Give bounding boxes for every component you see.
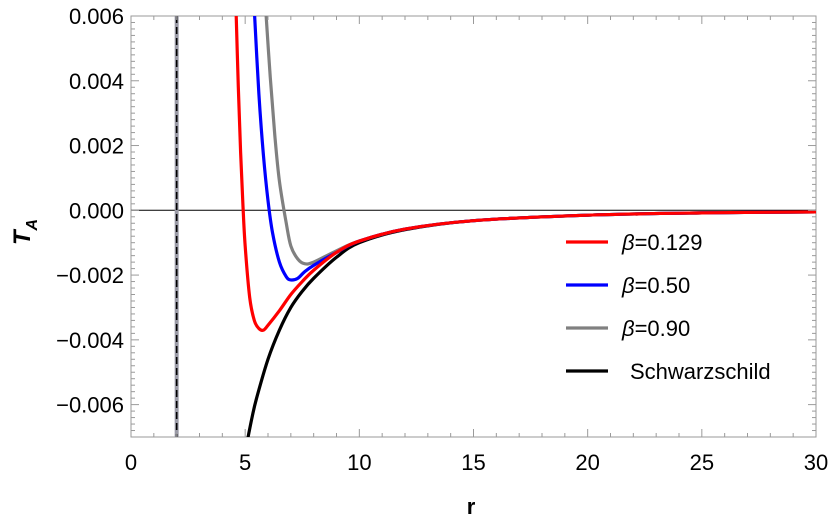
- series-layer: [234, 16, 816, 437]
- legend-label: β=0.129: [621, 230, 702, 255]
- x-tick-label: 25: [690, 450, 714, 475]
- y-axis-label-sub: A: [24, 219, 41, 232]
- legend: β=0.129 β=0.50 β=0.90 Schwarzschild: [566, 230, 771, 384]
- x-tick-label: 5: [239, 450, 251, 475]
- x-tick-label: 0: [125, 450, 137, 475]
- ticks-layer: 0 5 10 15 20 25 30 0.006 0.004 0.002 0.000 −0.002 −0…: [56, 4, 828, 475]
- x-tick-label: 15: [461, 450, 485, 475]
- x-axis-label: r: [467, 494, 476, 519]
- y-tick-label: 0.000: [69, 198, 124, 223]
- svg-text:TA: TA: [9, 219, 41, 245]
- y-tick-label: 0.002: [69, 134, 124, 159]
- series-line-2: [253, 16, 816, 282]
- y-tick-label: 0.004: [69, 69, 124, 94]
- y-tick-label: 0.006: [69, 4, 124, 29]
- y-tick-label: −0.002: [56, 263, 124, 288]
- y-axis-label-main: T: [9, 228, 36, 245]
- legend-label: β=0.90: [621, 316, 690, 341]
- series-line-4: [246, 210, 816, 437]
- x-tick-label: 20: [575, 450, 599, 475]
- y-tick-label: −0.004: [56, 328, 124, 353]
- x-tick-label: 10: [347, 450, 371, 475]
- legend-label: Schwarzschild: [630, 359, 771, 384]
- y-tick-label: −0.006: [56, 393, 124, 418]
- series-line-3: [264, 16, 816, 266]
- series-line-1: [234, 16, 816, 332]
- x-tick-label: 30: [804, 450, 828, 475]
- y-axis-label: TA: [9, 219, 41, 245]
- legend-label: β=0.50: [621, 273, 690, 298]
